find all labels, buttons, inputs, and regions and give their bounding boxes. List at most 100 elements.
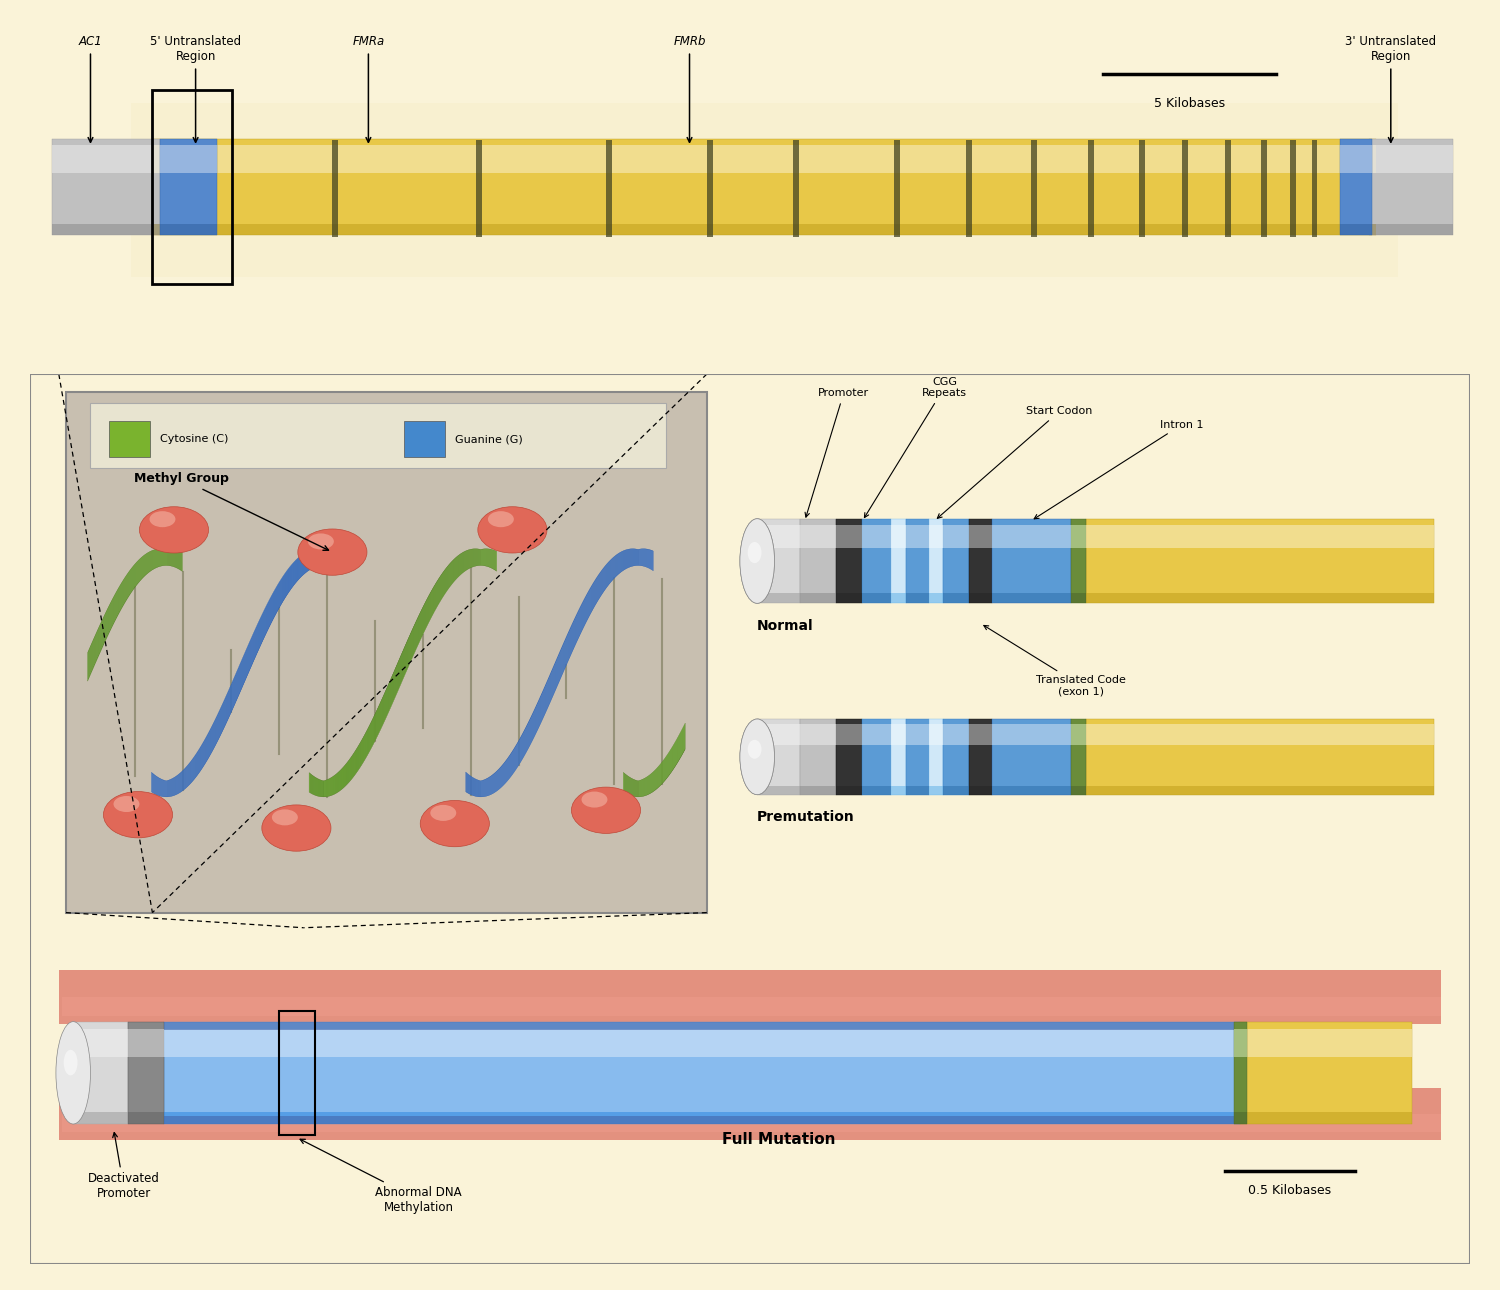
Bar bbox=[1234, 1029, 1246, 1058]
Bar bbox=[906, 724, 928, 746]
Text: Premutation: Premutation bbox=[758, 810, 855, 824]
Text: FMRa: FMRa bbox=[352, 35, 384, 142]
Bar bbox=[928, 719, 944, 795]
Bar bbox=[966, 141, 972, 237]
Bar bbox=[130, 103, 1398, 277]
Ellipse shape bbox=[430, 805, 456, 820]
Bar bbox=[794, 141, 800, 237]
Bar bbox=[837, 519, 862, 604]
Bar bbox=[992, 519, 1071, 604]
Bar bbox=[1239, 1112, 1413, 1124]
Bar bbox=[1086, 519, 1434, 604]
Bar bbox=[164, 1022, 1239, 1124]
Bar bbox=[128, 1029, 164, 1058]
Text: Intron 1: Intron 1 bbox=[1034, 419, 1203, 519]
Text: Abnormal DNA
Methylation: Abnormal DNA Methylation bbox=[300, 1139, 462, 1214]
Bar bbox=[477, 141, 482, 237]
Bar bbox=[1089, 141, 1094, 237]
Bar bbox=[1370, 146, 1452, 173]
Bar bbox=[928, 525, 944, 548]
Bar bbox=[862, 525, 891, 548]
Ellipse shape bbox=[747, 542, 762, 564]
Bar bbox=[164, 1029, 1239, 1058]
Bar bbox=[51, 138, 159, 235]
Bar bbox=[66, 392, 706, 912]
Bar bbox=[992, 786, 1071, 795]
Ellipse shape bbox=[740, 719, 774, 795]
Bar bbox=[1239, 1029, 1413, 1058]
Bar bbox=[606, 141, 612, 237]
Bar bbox=[1234, 1112, 1246, 1124]
Bar bbox=[1086, 593, 1434, 604]
Text: Promoter: Promoter bbox=[806, 388, 868, 517]
Bar bbox=[837, 525, 862, 548]
Text: 0.5 Kilobases: 0.5 Kilobases bbox=[1248, 1184, 1332, 1197]
Bar bbox=[837, 719, 862, 795]
Ellipse shape bbox=[747, 740, 762, 759]
Bar bbox=[969, 719, 992, 795]
Bar bbox=[51, 224, 159, 235]
Bar bbox=[706, 141, 712, 237]
Bar bbox=[164, 1116, 1239, 1124]
Bar bbox=[164, 1112, 1239, 1124]
Ellipse shape bbox=[150, 511, 176, 528]
Bar bbox=[862, 786, 891, 795]
Bar bbox=[944, 593, 969, 604]
Bar bbox=[801, 724, 837, 746]
Bar bbox=[159, 224, 218, 235]
Bar bbox=[1071, 719, 1086, 795]
Text: Full Mutation: Full Mutation bbox=[722, 1133, 836, 1148]
Bar bbox=[1086, 724, 1434, 746]
Bar bbox=[928, 724, 944, 746]
Bar bbox=[969, 593, 992, 604]
Bar bbox=[837, 786, 862, 795]
Text: Translated Code
(exon 1): Translated Code (exon 1) bbox=[984, 626, 1126, 697]
Text: Methyl Group: Methyl Group bbox=[134, 472, 328, 551]
Bar bbox=[944, 724, 969, 746]
Ellipse shape bbox=[308, 534, 334, 550]
Bar bbox=[58, 1087, 1442, 1139]
Bar bbox=[153, 146, 1377, 173]
Bar bbox=[1071, 593, 1086, 604]
Ellipse shape bbox=[488, 511, 514, 528]
Bar bbox=[891, 525, 906, 548]
Bar bbox=[333, 141, 338, 237]
Bar bbox=[1239, 1022, 1413, 1124]
Bar bbox=[74, 1112, 128, 1124]
Text: Normal: Normal bbox=[758, 619, 814, 633]
Bar bbox=[837, 593, 862, 604]
Bar bbox=[405, 422, 444, 457]
Ellipse shape bbox=[114, 796, 140, 811]
Bar bbox=[801, 593, 837, 604]
Bar bbox=[862, 593, 891, 604]
Text: Deactivated
Promoter: Deactivated Promoter bbox=[87, 1133, 159, 1201]
Text: Cytosine (C): Cytosine (C) bbox=[159, 433, 228, 444]
Bar bbox=[1341, 224, 1372, 235]
Bar bbox=[758, 719, 801, 795]
Bar bbox=[1086, 525, 1434, 548]
Bar bbox=[153, 138, 1377, 235]
Bar bbox=[62, 1113, 1442, 1131]
Bar bbox=[758, 519, 801, 604]
Bar bbox=[944, 786, 969, 795]
Ellipse shape bbox=[747, 542, 762, 564]
Bar bbox=[758, 525, 801, 548]
Bar bbox=[74, 1022, 128, 1124]
Bar bbox=[51, 146, 159, 173]
Bar bbox=[1290, 141, 1296, 237]
Bar bbox=[969, 519, 992, 604]
Bar bbox=[862, 519, 891, 604]
Bar bbox=[891, 593, 906, 604]
Ellipse shape bbox=[272, 809, 298, 826]
Bar bbox=[801, 525, 837, 548]
Bar bbox=[1370, 138, 1452, 235]
Ellipse shape bbox=[262, 805, 332, 851]
Text: AC1: AC1 bbox=[78, 35, 102, 142]
Bar bbox=[1071, 786, 1086, 795]
Ellipse shape bbox=[56, 1022, 90, 1124]
Bar bbox=[1071, 519, 1086, 604]
Bar bbox=[90, 404, 666, 467]
Text: Start Codon: Start Codon bbox=[938, 406, 1094, 519]
Bar bbox=[110, 422, 150, 457]
Bar bbox=[969, 786, 992, 795]
